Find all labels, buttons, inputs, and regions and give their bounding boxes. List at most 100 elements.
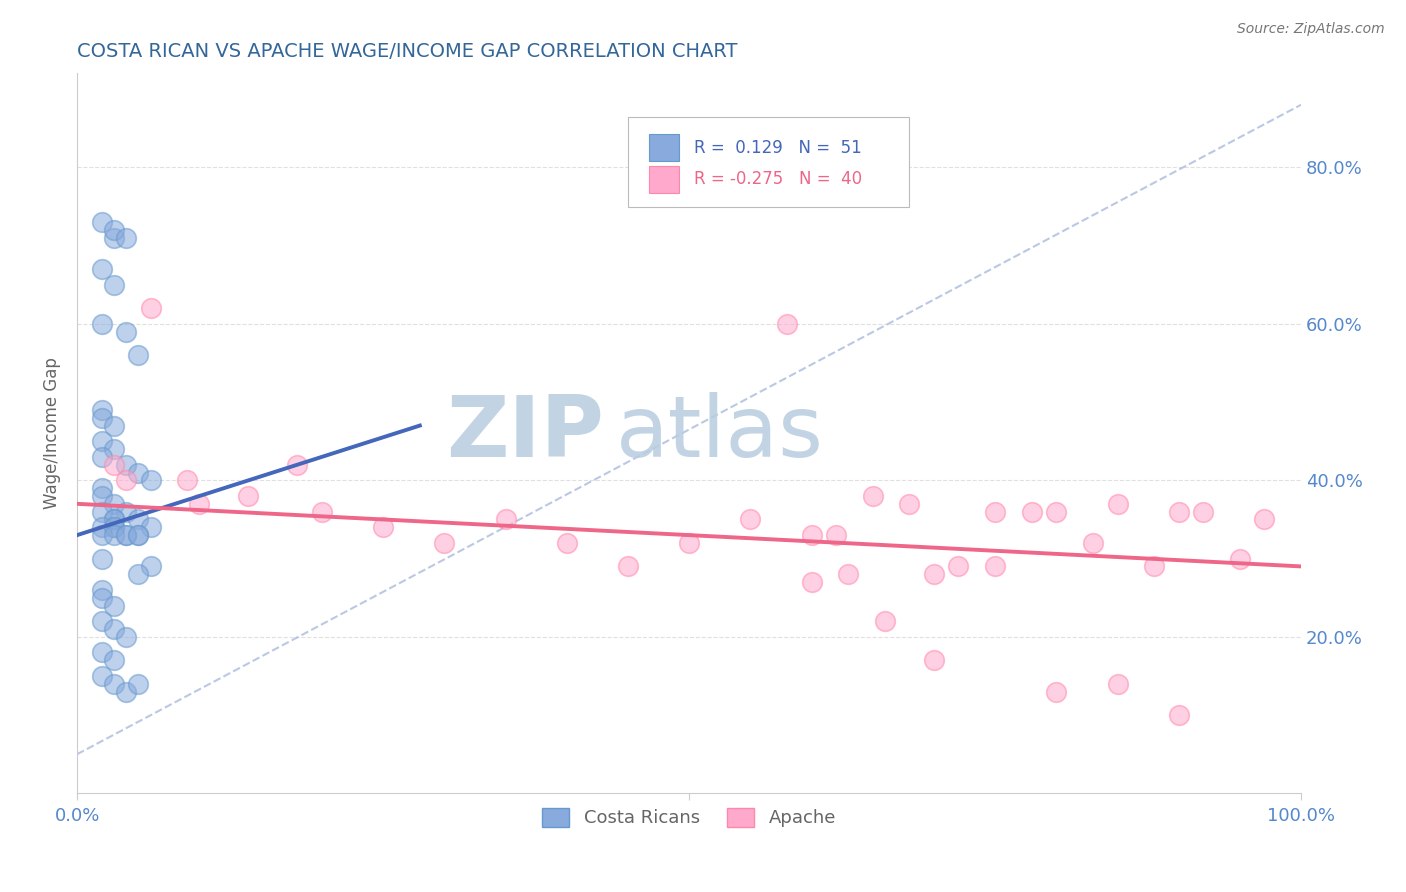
Point xyxy=(127,567,149,582)
Point xyxy=(176,473,198,487)
Point xyxy=(90,551,112,566)
Text: R =  0.129   N =  51: R = 0.129 N = 51 xyxy=(695,138,862,157)
Point xyxy=(139,520,162,534)
Point xyxy=(103,677,125,691)
Point xyxy=(90,403,112,417)
FancyBboxPatch shape xyxy=(628,117,910,207)
Point xyxy=(90,645,112,659)
Point xyxy=(800,528,823,542)
Point xyxy=(115,630,138,644)
Point xyxy=(740,512,762,526)
Text: R = -0.275   N =  40: R = -0.275 N = 40 xyxy=(695,170,862,188)
Point xyxy=(371,520,394,534)
Point xyxy=(115,528,138,542)
Point xyxy=(115,505,138,519)
Point xyxy=(139,473,162,487)
Point xyxy=(127,512,149,526)
Point xyxy=(90,614,112,628)
Point xyxy=(90,450,112,464)
Point xyxy=(948,559,970,574)
Point xyxy=(495,512,517,526)
Point xyxy=(984,505,1007,519)
Point xyxy=(1107,497,1129,511)
Point xyxy=(103,497,125,511)
Text: Source: ZipAtlas.com: Source: ZipAtlas.com xyxy=(1237,22,1385,37)
Point xyxy=(311,505,333,519)
Point xyxy=(127,348,149,362)
Point xyxy=(90,434,112,449)
Point xyxy=(103,277,125,292)
Point xyxy=(139,301,162,315)
Point xyxy=(1253,512,1275,526)
Point xyxy=(90,215,112,229)
Point xyxy=(1045,684,1067,698)
Y-axis label: Wage/Income Gap: Wage/Income Gap xyxy=(44,358,60,509)
Point xyxy=(103,512,125,526)
Point xyxy=(127,528,149,542)
Point xyxy=(862,489,884,503)
Point xyxy=(1045,505,1067,519)
Point xyxy=(90,591,112,605)
Text: ZIP: ZIP xyxy=(446,392,603,475)
Point xyxy=(984,559,1007,574)
Point xyxy=(837,567,859,582)
Point xyxy=(115,473,138,487)
Point xyxy=(103,520,125,534)
Point xyxy=(103,528,125,542)
Point xyxy=(188,497,211,511)
Point xyxy=(103,458,125,472)
Point xyxy=(90,410,112,425)
Legend: Costa Ricans, Apache: Costa Ricans, Apache xyxy=(536,801,844,835)
Point xyxy=(115,684,138,698)
Point xyxy=(90,489,112,503)
Point xyxy=(103,653,125,667)
Point xyxy=(103,599,125,613)
Point xyxy=(90,317,112,331)
Point xyxy=(238,489,260,503)
Point xyxy=(617,559,640,574)
Point xyxy=(825,528,848,542)
Point xyxy=(1107,677,1129,691)
Text: COSTA RICAN VS APACHE WAGE/INCOME GAP CORRELATION CHART: COSTA RICAN VS APACHE WAGE/INCOME GAP CO… xyxy=(77,42,738,61)
Point xyxy=(90,262,112,277)
Point xyxy=(922,567,945,582)
Point xyxy=(1081,536,1104,550)
Point xyxy=(127,466,149,480)
Point xyxy=(287,458,309,472)
Point xyxy=(1167,505,1189,519)
Point xyxy=(555,536,578,550)
Point xyxy=(103,231,125,245)
Bar xyxy=(648,134,679,161)
Point xyxy=(90,520,112,534)
Point xyxy=(1192,505,1215,519)
Point xyxy=(103,512,125,526)
Point xyxy=(800,575,823,590)
Point xyxy=(1021,505,1043,519)
Point xyxy=(103,223,125,237)
Point xyxy=(103,520,125,534)
Text: atlas: atlas xyxy=(616,392,824,475)
Point xyxy=(127,677,149,691)
Point xyxy=(1229,551,1251,566)
Point xyxy=(90,481,112,495)
Point xyxy=(1167,708,1189,723)
Point xyxy=(90,528,112,542)
Point xyxy=(139,559,162,574)
Point xyxy=(115,458,138,472)
Point xyxy=(922,653,945,667)
Point xyxy=(873,614,896,628)
Point xyxy=(776,317,799,331)
Point xyxy=(115,325,138,339)
Point xyxy=(103,418,125,433)
Point xyxy=(115,528,138,542)
Point xyxy=(103,442,125,456)
Point xyxy=(433,536,456,550)
Point xyxy=(103,622,125,636)
Point xyxy=(1143,559,1166,574)
Point xyxy=(898,497,921,511)
Point xyxy=(678,536,700,550)
Bar xyxy=(648,166,679,193)
Point xyxy=(90,669,112,683)
Point xyxy=(90,582,112,597)
Point xyxy=(90,505,112,519)
